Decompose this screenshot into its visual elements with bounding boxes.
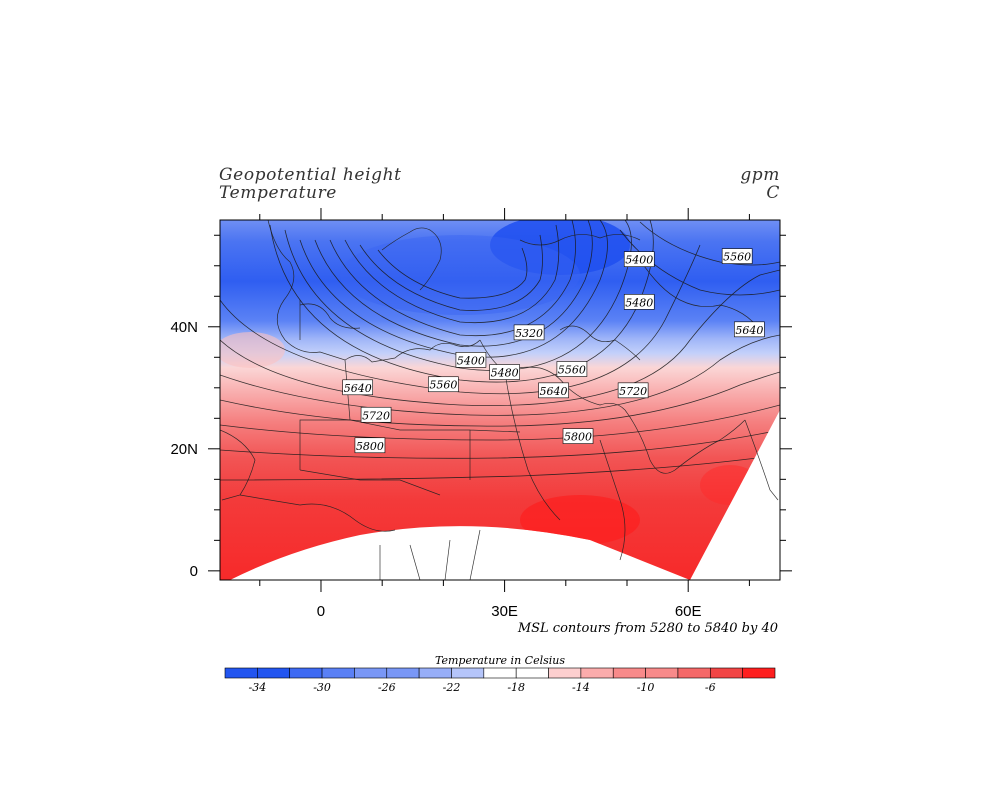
colorbar-swatch xyxy=(709,667,743,679)
contour-label: 5320 xyxy=(513,324,545,341)
map-frame xyxy=(219,219,781,581)
axes-labels: 0 30E 60E 0 20N 40N xyxy=(170,319,701,620)
colorbar-swatch xyxy=(580,667,614,679)
svg-text:5560: 5560 xyxy=(558,363,586,376)
svg-text:5560: 5560 xyxy=(723,251,751,264)
colorbar-tick-label: -22 xyxy=(443,681,461,694)
contour-label: 5560 xyxy=(428,376,459,393)
y-tick-label: 0 xyxy=(190,563,198,580)
colorbar-tick-label: -14 xyxy=(572,681,590,694)
colorbar-tick-label: -10 xyxy=(637,681,655,694)
contour-label: 5560 xyxy=(556,361,588,377)
svg-text:5800: 5800 xyxy=(564,431,592,444)
svg-text:5640: 5640 xyxy=(540,385,568,398)
svg-text:5720: 5720 xyxy=(362,409,390,422)
colorbar-swatch xyxy=(224,667,258,679)
contour-label: 5720 xyxy=(360,406,392,423)
colorbar-swatch xyxy=(386,667,420,679)
colorbar-tick-label: -30 xyxy=(313,681,331,694)
contour-label: 5720 xyxy=(617,382,649,399)
colorbar-swatch xyxy=(677,667,711,679)
colorbar-tick-label: -18 xyxy=(507,681,525,694)
contour-labels: 5400 556054805640532054005480556055605640… xyxy=(342,248,765,454)
x-tick-label: 0 xyxy=(317,603,325,620)
svg-text:5480: 5480 xyxy=(491,367,519,380)
colorbar-tick-label: -6 xyxy=(705,681,716,694)
axes-ticks xyxy=(208,208,792,592)
x-tick-label: 60E xyxy=(675,603,702,620)
x-tick-label: 30E xyxy=(491,603,518,620)
colorbar-swatch xyxy=(451,667,485,679)
contour-label: 5560 xyxy=(721,248,753,264)
svg-text:5560: 5560 xyxy=(429,379,457,392)
svg-text:5720: 5720 xyxy=(619,385,647,398)
contour-label: 5480 xyxy=(489,364,520,380)
contour-label: 5800 xyxy=(562,428,594,444)
colorbar-title: Temperature in Celsius xyxy=(435,654,565,667)
contour-label: 5800 xyxy=(354,437,386,454)
colorbar-swatch xyxy=(257,667,291,679)
colorbar-swatch xyxy=(354,667,388,679)
colorbar-tick-label: -34 xyxy=(248,681,266,694)
contour-label: 5400 xyxy=(623,251,655,267)
coastlines xyxy=(220,220,779,580)
svg-text:5640: 5640 xyxy=(735,324,763,337)
title-left-line2: Temperature xyxy=(219,183,337,203)
contour-info-note: MSL contours from 5280 to 5840 by 40 xyxy=(517,621,778,636)
colorbar-tick-label: -26 xyxy=(378,681,396,694)
svg-text:5480: 5480 xyxy=(625,296,653,309)
colorbar-swatch xyxy=(483,667,517,679)
svg-text:5640: 5640 xyxy=(344,382,372,395)
title-right-line2: C xyxy=(766,183,780,203)
height-contours xyxy=(220,220,780,481)
temperature-field xyxy=(220,220,780,580)
svg-text:5400: 5400 xyxy=(457,354,485,367)
contour-label: 5640 xyxy=(538,382,569,399)
svg-text:5400: 5400 xyxy=(625,254,653,267)
svg-text:5320: 5320 xyxy=(515,327,543,340)
colorbar-swatch xyxy=(742,667,776,679)
y-tick-label: 40N xyxy=(170,319,198,336)
colorbar-swatch xyxy=(645,667,679,679)
contour-label: 5640 xyxy=(342,379,374,396)
y-tick-label: 20N xyxy=(170,441,198,458)
contour-label: 5400 xyxy=(455,352,487,368)
colorbar-swatch xyxy=(289,667,323,679)
title-right-line1: gpm xyxy=(740,165,780,185)
colorbar: -34 -30 -26 -22 -18 -14 -10 -6 xyxy=(224,667,776,694)
colorbar-swatch xyxy=(612,667,646,679)
title-left-line1: Geopotential height xyxy=(219,165,402,185)
colorbar-swatch xyxy=(418,667,452,679)
contour-label: 5640 xyxy=(734,321,765,338)
svg-text:5800: 5800 xyxy=(356,440,384,453)
colorbar-swatch xyxy=(321,667,355,679)
colorbar-swatch xyxy=(548,667,582,679)
colorbar-swatch xyxy=(515,667,549,679)
contour-label: 5480 xyxy=(623,294,655,310)
